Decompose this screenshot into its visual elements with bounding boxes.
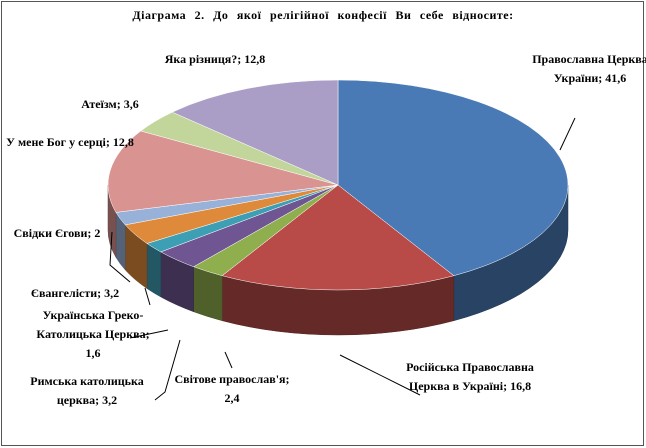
slice-label: Римська католицька церква; 3,2 bbox=[30, 374, 144, 407]
slice-label: У мене Бог у серці; 12,8 bbox=[6, 135, 134, 149]
slice-label: Атеїзм; 3,6 bbox=[81, 97, 139, 111]
slice bbox=[221, 184, 455, 291]
slice bbox=[171, 79, 339, 186]
leader-lines bbox=[109, 117, 576, 401]
leader bbox=[129, 329, 169, 339]
leader bbox=[144, 287, 151, 306]
slice-side bbox=[193, 266, 223, 322]
slice-label: Євангелісти; 3,2 bbox=[30, 286, 120, 300]
slice-label: Свідки Єгови; 2 bbox=[13, 226, 101, 240]
slice bbox=[107, 130, 339, 213]
slice-side bbox=[146, 242, 162, 298]
slice-label: Православна Церква України; 41,6 bbox=[532, 52, 646, 85]
leader bbox=[109, 231, 131, 283]
slice-label: Світове православ'я; 2,4 bbox=[174, 372, 290, 405]
leader bbox=[154, 339, 181, 401]
slice bbox=[337, 79, 569, 276]
leader bbox=[559, 117, 576, 151]
chart-title: Діаграма 2. До якої релігійної конфесії … bbox=[132, 8, 514, 22]
slice-label: Українська Греко-Католицька Церква; 1,6 bbox=[36, 308, 150, 360]
leader bbox=[224, 351, 233, 369]
slice-label: Російська Православна Церква в Україні; … bbox=[406, 360, 534, 393]
slice-label: Яка різниця?; 12,8 bbox=[164, 52, 266, 66]
leader bbox=[339, 354, 421, 396]
